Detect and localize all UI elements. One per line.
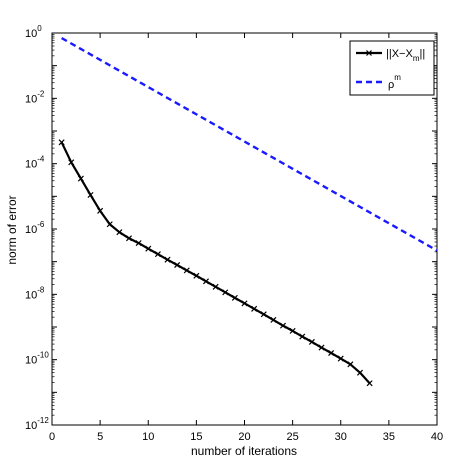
data-point-error [183, 267, 190, 274]
data-point-error [125, 235, 133, 242]
data-point-error [231, 294, 238, 301]
data-point-error [366, 380, 373, 387]
data-point-error [202, 278, 210, 285]
data-point-error [337, 355, 344, 362]
x-tick-label: 20 [238, 431, 250, 443]
y-tick-label: 10-6 [25, 220, 45, 236]
legend: ||X−Xm|| ρm [349, 40, 435, 96]
data-point-error [68, 159, 75, 166]
legend-rho-sup: m [394, 73, 401, 82]
series-line-rho [61, 37, 438, 252]
data-point-error [356, 369, 364, 376]
legend-error-sub: m [413, 54, 420, 63]
data-point-error [328, 349, 335, 357]
data-point-error [77, 175, 84, 182]
data-point-error [58, 139, 65, 146]
data-point-error [222, 289, 229, 296]
data-point-error [289, 327, 296, 334]
y-tick-label: 10-2 [25, 89, 45, 105]
data-point-error [241, 300, 248, 307]
legend-rho-base: ρ [388, 79, 394, 91]
data-point-error [308, 338, 315, 345]
x-tick-label: 35 [383, 431, 395, 443]
data-point-error [164, 256, 171, 263]
data-point-error [87, 191, 94, 199]
data-point-error [135, 240, 142, 247]
x-tick-label: 5 [97, 431, 103, 443]
y-axis-label: norm of error [5, 195, 19, 264]
y-tick-label: 10-10 [25, 351, 49, 367]
data-point-error [251, 305, 258, 312]
x-tick-label: 30 [335, 431, 347, 443]
legend-label-error: ||X−Xm|| [386, 48, 425, 63]
x-tick-label: 0 [49, 431, 55, 443]
legend-marker-error [366, 50, 372, 56]
data-point-error [299, 333, 306, 340]
legend-error-base: ||X−X [386, 48, 413, 60]
data-point-error [174, 261, 181, 269]
x-ticks: 0 5 10 15 20 25 30 35 40 [49, 33, 443, 443]
y-ticks: 100 10-2 10-4 10-6 10-8 10-10 10-12 [25, 24, 437, 432]
y-tick-label: 10-12 [25, 416, 49, 432]
series-line-error [60, 141, 371, 384]
x-tick-label: 10 [142, 431, 154, 443]
y-tick-label: 10-8 [25, 285, 45, 301]
y-tick-label: 10-4 [25, 155, 45, 171]
data-point-error [279, 322, 287, 329]
legend-label-rho: ρm [388, 73, 401, 91]
data-point-error [270, 316, 277, 323]
y-tick-label: 100 [25, 24, 42, 40]
x-tick-label: 15 [190, 431, 202, 443]
x-axis-label: number of iterations [191, 444, 297, 458]
data-point-error [145, 245, 152, 252]
data-point-error [154, 251, 161, 258]
data-point-error [106, 221, 113, 228]
data-point-error [97, 207, 104, 214]
legend-box [349, 40, 435, 96]
data-point-error [193, 272, 200, 279]
data-point-error [116, 229, 123, 236]
data-point-error [212, 283, 219, 290]
x-tick-label: 40 [431, 431, 443, 443]
data-point-error [318, 344, 325, 351]
series-layer [58, 37, 438, 387]
legend-error-close: || [419, 48, 425, 60]
data-point-error [347, 361, 354, 368]
x-tick-label: 25 [287, 431, 299, 443]
data-point-error [260, 311, 267, 318]
